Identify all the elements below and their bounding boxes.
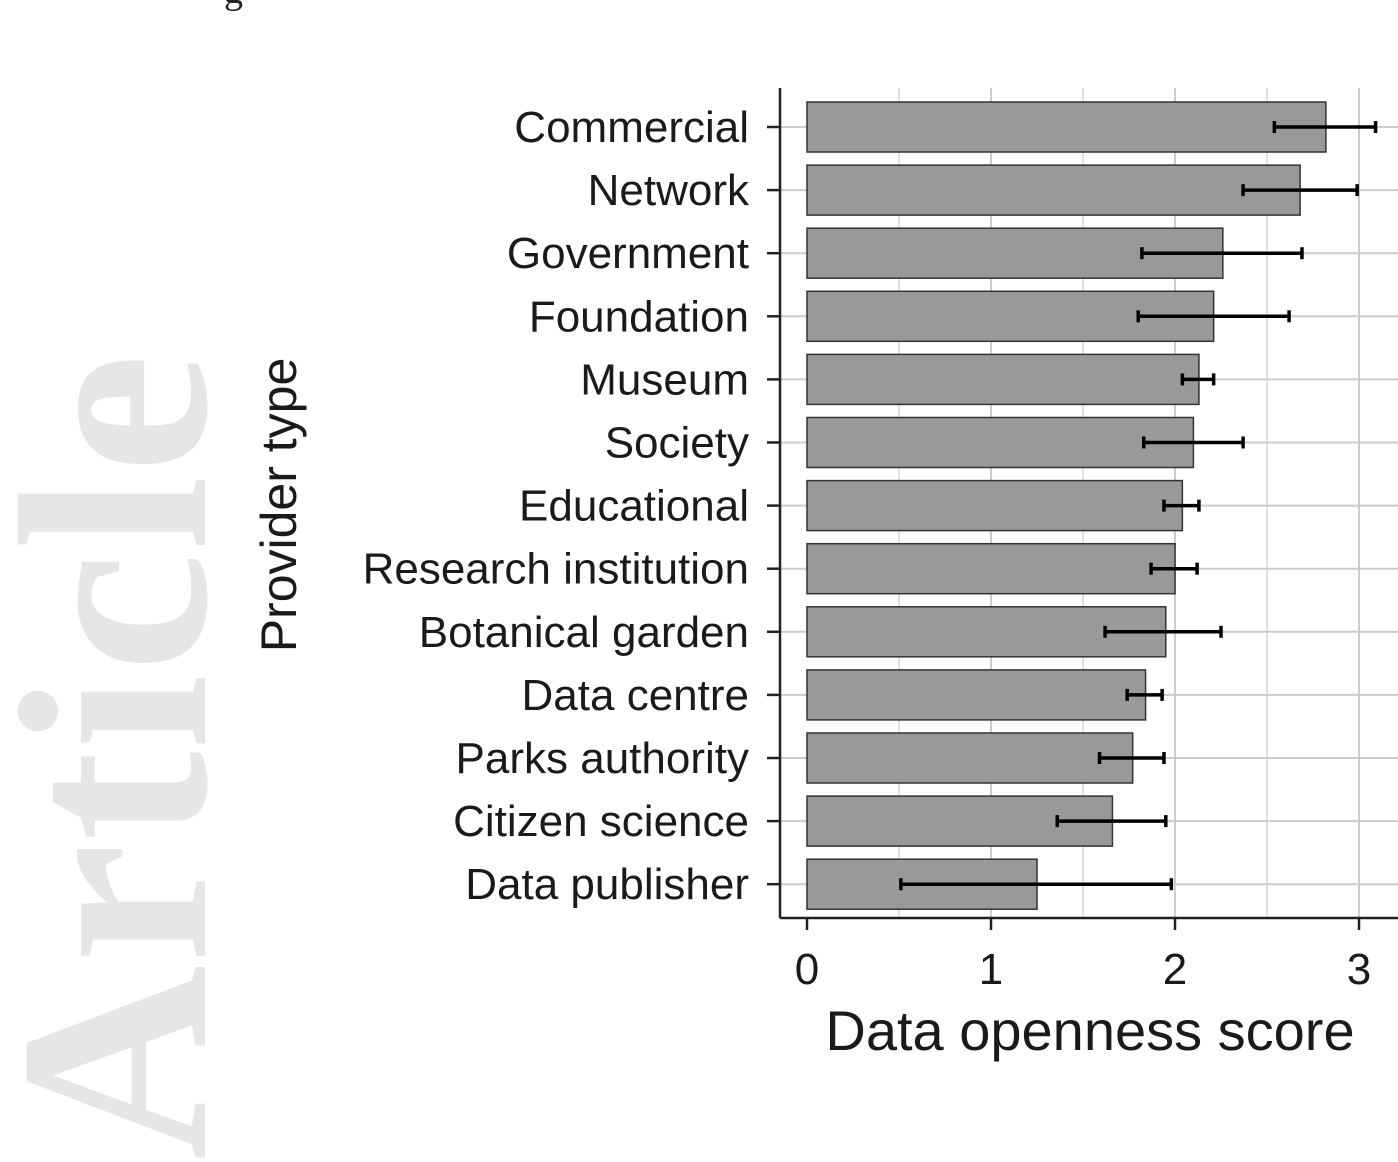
bar-educational xyxy=(806,479,1184,532)
error-bar-data-publisher xyxy=(899,878,1174,891)
axes xyxy=(767,88,1398,930)
error-bar-museum xyxy=(1180,373,1216,386)
error-bar-botanical-garden xyxy=(1103,625,1223,638)
x-tick-label: 2 xyxy=(1163,945,1187,994)
y-tick-label: Botanical garden xyxy=(419,608,749,657)
error-bar-parks-authority xyxy=(1097,752,1166,764)
error-bar-foundation xyxy=(1136,310,1291,323)
caption-fragment: g xyxy=(224,0,243,10)
bar-society xyxy=(806,416,1195,469)
error-bar-data-centre xyxy=(1125,688,1164,701)
x-axis-title: Data openness score xyxy=(825,999,1354,1062)
y-tick-label: Government xyxy=(507,229,749,278)
y-tick-label: Data publisher xyxy=(465,860,749,909)
bar-parks-authority xyxy=(806,732,1134,784)
error-bar-educational xyxy=(1162,499,1201,512)
bar-commercial xyxy=(806,101,1327,153)
y-tick-label: Parks authority xyxy=(456,734,749,783)
bar-network xyxy=(806,164,1301,216)
x-tick-label: 1 xyxy=(979,945,1003,994)
error-bars xyxy=(899,121,1378,891)
bar-museum xyxy=(806,353,1200,406)
x-tick-label: 3 xyxy=(1347,945,1371,994)
y-tick-label: Research institution xyxy=(363,545,749,594)
error-bar-research-institution xyxy=(1149,562,1199,575)
error-bar-government xyxy=(1140,247,1304,260)
y-tick-label: Data centre xyxy=(522,671,749,720)
y-tick-label: Citizen science xyxy=(453,797,749,846)
y-tick-label: Society xyxy=(605,419,749,468)
x-tick-label: 0 xyxy=(795,945,819,994)
y-tick-label: Network xyxy=(588,166,750,215)
y-tick-label: Commercial xyxy=(514,103,749,152)
error-bar-society xyxy=(1141,436,1245,449)
y-tick-label: Foundation xyxy=(529,292,749,341)
bar-research-institution xyxy=(806,542,1176,595)
y-tick-label: Museum xyxy=(580,355,749,404)
y-tick-label: Educational xyxy=(519,482,749,531)
y-axis-title: Provider type xyxy=(251,358,307,653)
tick-labels: Commercial Network Government Foundation Mus… xyxy=(363,103,1372,994)
error-bar-commercial xyxy=(1272,121,1378,133)
error-bar-citizen-science xyxy=(1055,815,1168,828)
error-bar-network xyxy=(1241,184,1359,197)
bar-data-centre xyxy=(806,669,1147,721)
